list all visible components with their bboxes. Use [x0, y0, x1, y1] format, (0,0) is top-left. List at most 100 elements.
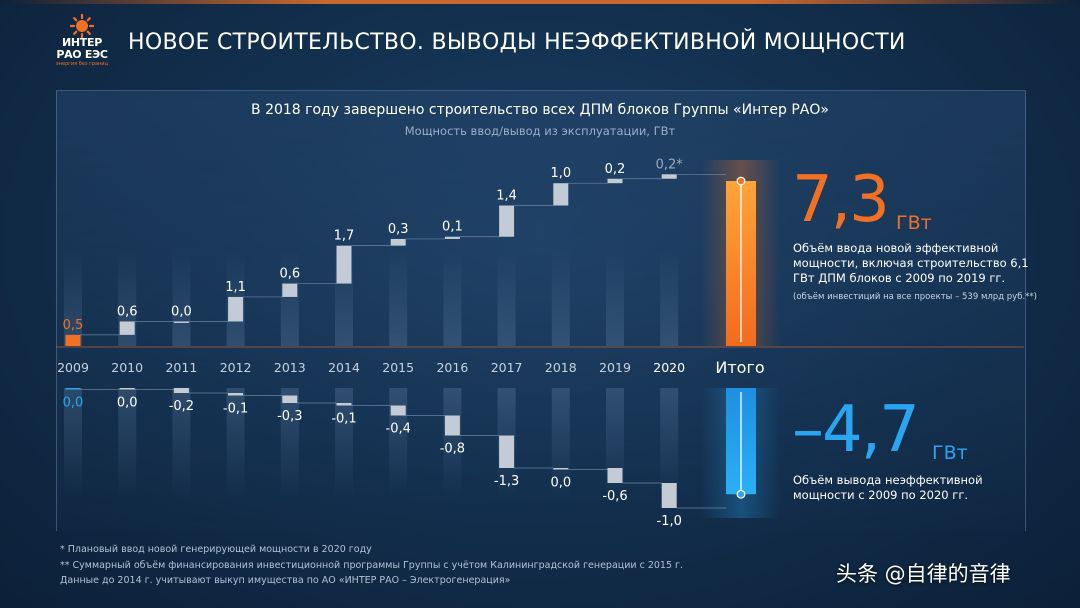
bar-input: [661, 174, 677, 179]
footnotes: * Плановый ввод новой генерирующей мощно…: [60, 542, 800, 589]
category-label: Итого: [715, 358, 764, 377]
bar-label-input: 0,6: [117, 304, 138, 319]
input-total-description: Объём ввода новой эффективной мощности, …: [793, 241, 1029, 285]
bar-output: [173, 388, 189, 393]
column-bg: [660, 388, 679, 498]
bar-output: [228, 393, 244, 396]
logo-text-line2: РАО ЕЭС: [56, 48, 108, 61]
column-bg: [335, 388, 353, 498]
column-bg: [389, 250, 408, 346]
category-label: 2009: [57, 360, 89, 375]
company-logo: ИНТЕР РАО ЕЭС энергия без границ: [50, 14, 114, 70]
bar-label-input: 0,0: [171, 304, 192, 319]
column-bg: [64, 250, 82, 346]
bar-input: [607, 178, 623, 184]
bar-input: [444, 236, 460, 239]
bar-input: [173, 321, 189, 323]
bar-label-output: -1,3: [494, 474, 519, 489]
footnote: ** Суммарный объём финансирования инвест…: [60, 559, 684, 571]
bar-label-output: -0,8: [440, 442, 465, 457]
category-label: 2019: [599, 360, 631, 375]
bar-label-output: -0,2: [169, 399, 194, 414]
bar-label-input: 0,5: [63, 318, 84, 333]
bar-label-input: 1,7: [334, 229, 355, 244]
bar-input: [119, 321, 135, 335]
top-accent-bar: [0, 0, 1080, 4]
bar-output: [336, 403, 352, 406]
output-total-description: Объём вывода неэффективной мощности с 20…: [793, 473, 983, 502]
output-total-value: –4,7: [792, 393, 920, 467]
bar-label-output: 0,0: [550, 476, 571, 491]
output-total-unit: ГВт: [932, 442, 968, 464]
column-bg: [606, 250, 624, 346]
bar-input: [336, 245, 352, 284]
bar-output: [444, 415, 460, 436]
watermark: 头条 @自律的音律: [836, 562, 1011, 586]
bar-label-input: 0,2*: [656, 157, 684, 172]
chart-panel: [56, 90, 1026, 531]
bar-input: [282, 283, 298, 297]
bar-output: [499, 435, 515, 468]
bar-label-input: 0,1: [442, 220, 463, 235]
bar-input: [553, 183, 569, 206]
column-bg: [280, 250, 299, 346]
input-total-unit: ГВт: [896, 212, 932, 234]
bar-output: [65, 388, 81, 390]
column-bg: [226, 388, 245, 498]
chart-title: В 2018 году завершено строительство всех…: [251, 102, 829, 118]
bar-label-output: -0,3: [277, 409, 302, 424]
bar-label-output: 0,0: [63, 396, 84, 411]
bar-label-output: -0,4: [386, 422, 411, 437]
logo-text-line1: ИНТЕР: [62, 36, 102, 49]
column-bg: [64, 388, 82, 498]
column-bg: [389, 388, 408, 498]
bar-label-input: 0,6: [279, 267, 300, 282]
bar-output: [390, 405, 406, 416]
column-bg: [660, 250, 679, 346]
bar-input: [228, 296, 244, 322]
bar-label-input: 0,2: [605, 162, 626, 177]
column-bg: [172, 250, 191, 346]
category-label: 2014: [328, 360, 360, 375]
bar-output: [553, 468, 569, 470]
bar-label-output: -0,1: [331, 412, 356, 427]
column-bg: [172, 388, 191, 498]
category-label: 2018: [545, 360, 577, 375]
category-label: 2015: [382, 360, 414, 375]
footnote: * Плановый ввод новой генерирующей мощно…: [60, 544, 372, 555]
bar-input: [390, 238, 406, 246]
sun-icon: [70, 14, 94, 38]
total-marker-dot: [736, 176, 746, 186]
bar-label-output: -0,6: [602, 489, 627, 504]
column-bg: [280, 388, 299, 498]
bar-label-input: 0,3: [388, 222, 409, 237]
bar-output: [607, 468, 623, 483]
category-label: 2010: [111, 360, 143, 375]
bar-label-input: 1,4: [496, 189, 517, 204]
bar-label-output: 0,0: [117, 396, 138, 411]
category-label: 2016: [436, 360, 468, 375]
column-bg: [443, 250, 462, 346]
bar-label-output: -0,1: [223, 402, 248, 417]
column-bg: [551, 250, 570, 346]
category-label: 2020: [653, 360, 685, 375]
input-total-value: 7,3: [792, 163, 890, 237]
column-bg: [118, 388, 137, 498]
bar-input: [65, 334, 81, 346]
input-investment-note: (объём инвестиций на все проекты – 539 м…: [793, 292, 1037, 302]
chart-unit-label: Мощность ввод/вывод из эксплуатации, ГВт: [404, 124, 676, 138]
total-marker-dot: [736, 489, 746, 499]
bar-output: [282, 395, 298, 403]
category-label: 2017: [491, 360, 523, 375]
bar-label-output: -1,0: [657, 514, 682, 529]
category-label: 2013: [274, 360, 306, 375]
bar-output: [661, 483, 677, 508]
logo-tagline: энергия без границ: [56, 61, 108, 67]
page-title: НОВОЕ СТРОИТЕЛЬСТВО. ВЫВОДЫ НЕЭФФЕКТИВНО…: [128, 30, 906, 55]
bar-input: [499, 205, 515, 237]
column-bg: [551, 388, 570, 498]
category-label: 2012: [220, 360, 252, 375]
bar-output: [119, 388, 135, 390]
bar-label-input: 1,1: [225, 280, 246, 295]
